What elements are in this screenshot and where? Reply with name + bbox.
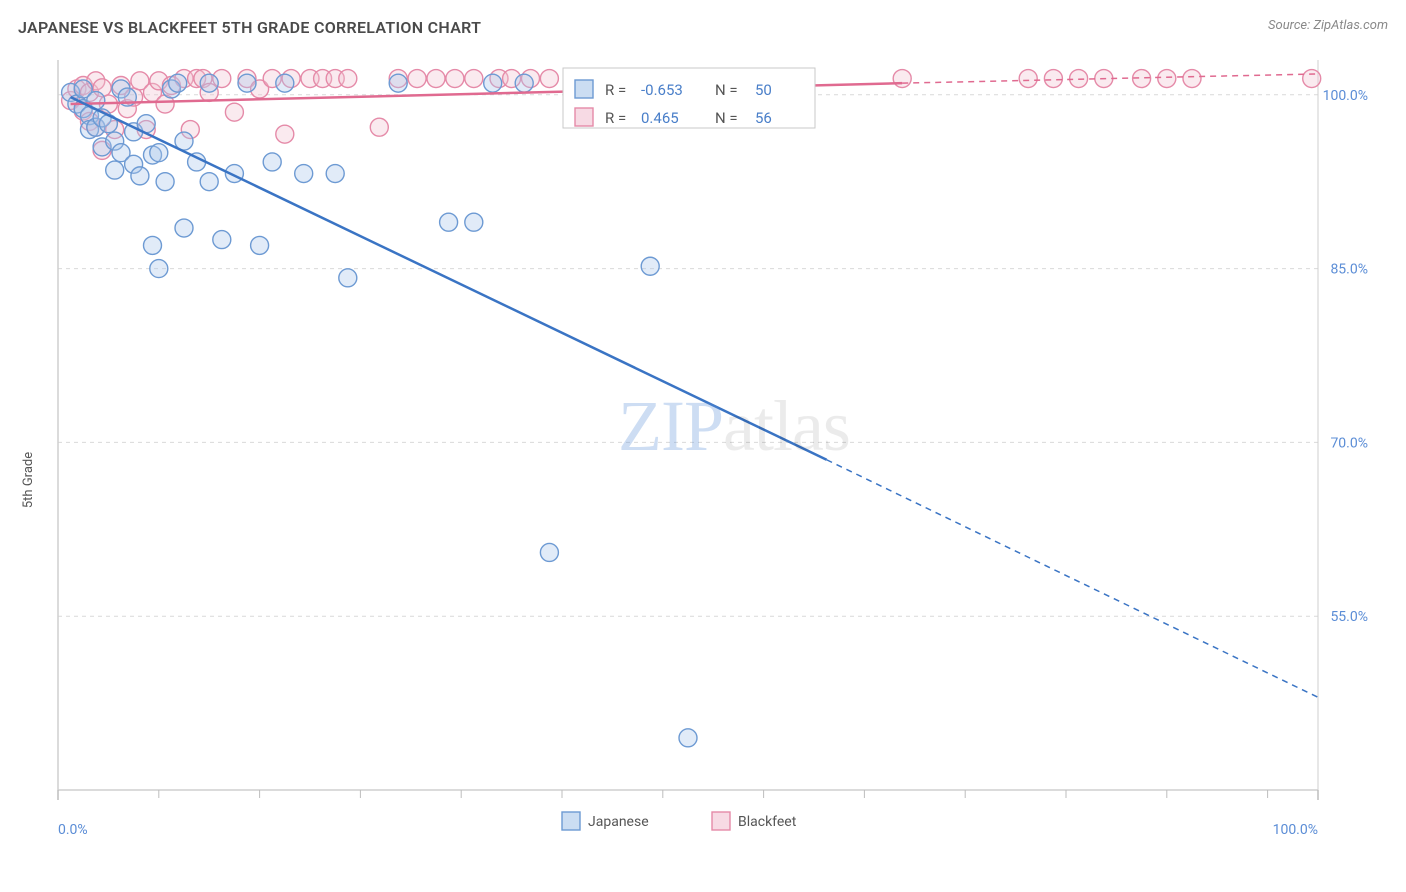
japanese-point: [238, 74, 256, 92]
stats-box: R = -0.653 N = 50 R = 0.465 N = 56: [563, 68, 815, 128]
y-tick-label: 85.0%: [1330, 262, 1368, 278]
source-label: Source: ZipAtlas.com: [1268, 18, 1388, 33]
japanese-point: [213, 231, 231, 249]
japanese-point: [251, 236, 269, 254]
legend-swatch-blackfeet: [712, 812, 730, 830]
stats-swatch: [575, 108, 593, 126]
blackfeet-point: [339, 70, 357, 88]
y-tick-label: 100.0%: [1323, 88, 1368, 104]
stats-n-value: 56: [755, 109, 772, 127]
blackfeet-point: [1019, 70, 1037, 88]
japanese-point: [144, 236, 162, 254]
blackfeet-point: [1303, 70, 1321, 88]
legend-label-japanese: Japanese: [588, 814, 649, 830]
blackfeet-point: [427, 70, 445, 88]
x-tick-label: 0.0%: [58, 822, 88, 838]
source-name: ZipAtlas.com: [1313, 18, 1388, 33]
japanese-point: [679, 729, 697, 747]
y-axis-label: 5th Grade: [21, 452, 36, 508]
stats-r-label: R =: [605, 109, 626, 127]
blackfeet-point: [1183, 70, 1201, 88]
blackfeet-point: [225, 103, 243, 121]
japanese-point: [540, 543, 558, 561]
japanese-point: [440, 213, 458, 231]
legend-swatch-japanese: [562, 812, 580, 830]
blackfeet-point: [276, 125, 294, 143]
japanese-point: [484, 74, 502, 92]
chart-area: 55.0% 70.0% 85.0% 100.0% 0.0% 100.0% ZIPatlas…: [18, 50, 1388, 864]
stats-r-value: 0.465: [641, 109, 679, 127]
x-tick-label: 100.0%: [1273, 822, 1318, 838]
japanese-point: [339, 269, 357, 287]
source-prefix: Source:: [1268, 18, 1313, 33]
japanese-point: [641, 257, 659, 275]
japanese-point: [131, 167, 149, 185]
blackfeet-point: [370, 118, 388, 136]
stats-n-value: 50: [755, 81, 772, 99]
japanese-point: [326, 165, 344, 183]
japanese-point: [200, 74, 218, 92]
legend-label-blackfeet: Blackfeet: [738, 814, 797, 830]
blackfeet-point: [446, 70, 464, 88]
blackfeet-point: [540, 70, 558, 88]
chart-title: JAPANESE VS BLACKFEET 5TH GRADE CORRELAT…: [18, 18, 481, 37]
japanese-point: [263, 153, 281, 171]
stats-r-label: R =: [605, 81, 626, 99]
japanese-point: [200, 173, 218, 191]
japanese-point: [169, 74, 187, 92]
japanese-point: [389, 74, 407, 92]
blackfeet-point: [893, 70, 911, 88]
y-tick-label: 70.0%: [1330, 435, 1368, 451]
blackfeet-point: [1044, 70, 1062, 88]
blackfeet-point: [408, 70, 426, 88]
stats-n-label: N =: [715, 81, 738, 99]
stats-n-label: N =: [715, 109, 738, 127]
blackfeet-point: [465, 70, 483, 88]
japanese-point: [150, 260, 168, 278]
watermark-zip: ZIP: [618, 386, 723, 466]
japanese-point: [515, 74, 533, 92]
stats-r-value: -0.653: [641, 81, 683, 99]
stats-swatch: [575, 80, 593, 98]
y-tick-label: 55.0%: [1330, 609, 1368, 625]
japanese-point: [276, 74, 294, 92]
x-legend: Japanese Blackfeet: [562, 812, 797, 830]
japanese-point: [106, 161, 124, 179]
japanese-point: [295, 165, 313, 183]
japanese-point: [156, 173, 174, 191]
watermark-atlas: atlas: [723, 386, 850, 466]
japanese-point: [465, 213, 483, 231]
watermark: ZIPatlas: [618, 386, 850, 466]
japanese-point: [175, 219, 193, 237]
blackfeet-point: [1158, 70, 1176, 88]
japanese-point: [150, 144, 168, 162]
